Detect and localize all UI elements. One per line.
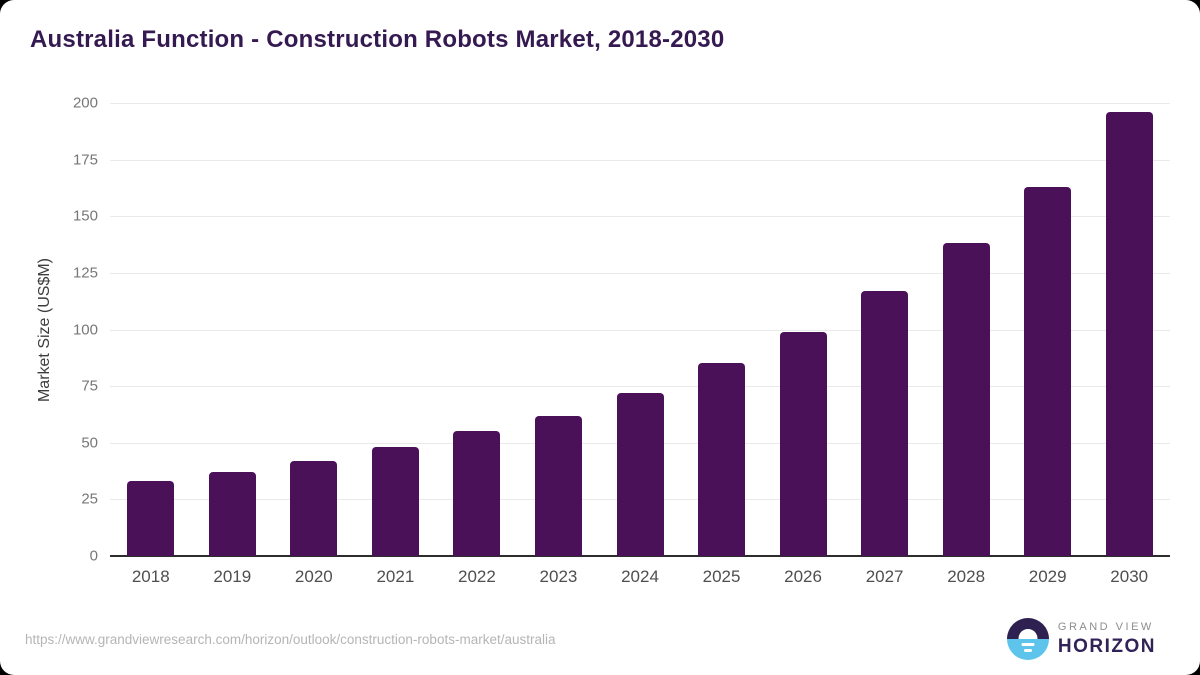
x-tick-label-2020: 2020 [294,567,333,586]
x-tick-label-2019: 2019 [213,567,252,586]
bar-2019 [208,472,256,556]
chart-title: Australia Function - Construction Robots… [30,26,725,53]
y-tick-label-25: 25 [81,490,98,508]
bar-2021 [371,447,419,556]
y-tick-label-75: 75 [81,377,98,395]
x-tick-label-2028: 2028 [947,567,986,586]
x-tick-label-2029: 2029 [1028,567,1067,586]
y-tick-label-100: 100 [72,321,98,338]
y-tick-label-175: 175 [72,151,98,169]
x-tick-label-2021: 2021 [376,567,415,586]
gridline-150 [110,216,1170,218]
gridline-75 [110,386,1170,388]
bar-2024 [616,392,664,556]
plot-area: 0 25 50 75 100 125 150 175 200 [73,95,1170,565]
x-axis-line [110,555,1170,557]
logo-sun-dome [1018,629,1038,639]
x-tick-label-2026: 2026 [784,567,822,586]
y-tick-label-50: 50 [81,434,98,452]
y-axis-title: Market Size (US$M) [36,257,53,403]
bar-2028 [942,243,990,556]
bar-2018 [127,481,175,556]
bar-2020 [290,460,338,556]
logo-horizon-line-2 [1023,649,1032,652]
x-tick-label-2023: 2023 [539,567,578,586]
gridline-125 [110,272,1170,274]
logo-horizon-line-1 [1021,643,1035,646]
x-tick-label-2027: 2027 [865,567,904,586]
x-tick-label-2024: 2024 [621,567,659,586]
bar-2022 [453,431,501,556]
x-tick-label-2018: 2018 [131,567,170,586]
x-tick-label-2030: 2030 [1110,567,1149,586]
bar-2026 [779,331,827,556]
bar-2025 [698,363,746,556]
logo-circle-top [1006,618,1049,639]
x-tick-label-2025: 2025 [702,567,741,586]
bar-2029 [1024,186,1072,556]
grand-view-horizon-logo: GRAND VIEW HORIZON [1006,618,1156,660]
gridline-175 [110,159,1170,161]
logo-text: GRAND VIEW HORIZON [1057,621,1156,657]
logo-horizon-label: HORIZON [1057,636,1156,657]
gridline-100 [110,329,1170,331]
y-tick-label-200: 200 [72,94,98,112]
bar-2027 [861,291,909,556]
gridline-200 [110,103,1170,104]
logo-grand-view-label: GRAND VIEW [1057,621,1154,633]
horizon-logo-icon [1006,618,1049,660]
y-tick-label-0: 0 [89,547,98,565]
bar-2030 [1105,112,1153,556]
y-tick-label-150: 150 [72,207,98,225]
source-url: https://www.grandviewresearch.com/horizo… [25,632,556,647]
x-tick-label-2022: 2022 [458,567,496,586]
bar-2023 [534,415,582,556]
y-tick-label-125: 125 [72,264,98,282]
